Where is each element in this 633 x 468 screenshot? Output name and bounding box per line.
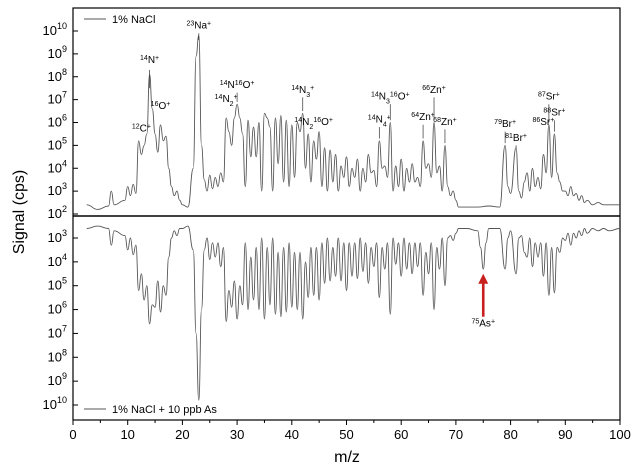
series-line-nacl-as (86, 225, 621, 401)
axes: 0 10 20 30 40 50 60 70 80 90 100 102 103 104 105 106 107… (43, 7, 631, 442)
peak-label: 81Br+ (505, 132, 527, 144)
peak-label: 14N+ (140, 55, 159, 67)
x-tick-label: 50 (339, 427, 353, 442)
peak-label: 14N216O+ (294, 116, 333, 130)
y-tick-label: 106 (48, 113, 67, 130)
x-tick-label: 0 (69, 427, 76, 442)
y-tick-label: 102 (48, 204, 67, 221)
peak-label: 14N3+ (291, 84, 314, 98)
plot-frame (72, 7, 621, 421)
y-tick-label: 107 (48, 90, 67, 107)
x-axis-label: m/z (334, 449, 360, 466)
peak-label: 14N4+ (368, 114, 391, 128)
x-tick-label: 30 (230, 427, 244, 442)
legend: 1% NaCl 1% NaCl + 10 ppb As (84, 14, 217, 416)
x-tick-label: 90 (558, 427, 572, 442)
peak-label: 16O+ (151, 100, 171, 112)
y-tick-label: 108 (48, 347, 67, 364)
y-tick-label: 103 (48, 228, 67, 245)
peak-label: 64Zn+ (411, 112, 435, 124)
y-tick-label: 103 (48, 181, 67, 198)
y-tick-label: 105 (48, 135, 67, 152)
peak-label: 79Br+ (494, 119, 516, 131)
peak-label: 14N16O+ (220, 80, 255, 92)
y-axis-label: Signal (cps) (11, 170, 28, 254)
series-line-nacl (86, 35, 620, 210)
y-tick-label: 109 (48, 44, 67, 61)
arrow-head (478, 273, 489, 284)
series-layer (86, 35, 621, 401)
y-tick-label: 106 (48, 300, 67, 317)
y-tick-label: 107 (48, 323, 67, 340)
x-tick-label: 40 (285, 427, 299, 442)
x-tick-label: 70 (449, 427, 463, 442)
peak-label: 87Sr+ (538, 91, 560, 103)
y-tick-label: 104 (48, 158, 67, 175)
y-tick-label: 1010 (43, 21, 67, 38)
x-tick-label: 60 (394, 427, 408, 442)
legend-nacl-as-label: 1% NaCl + 10 ppb As (112, 404, 217, 416)
y-tick-label: 104 (48, 252, 67, 269)
y-tick-label: 108 (48, 67, 67, 84)
peak-label: 14N2+ (215, 93, 238, 107)
peak-label: 12C+ (132, 123, 151, 135)
annotation-layer: 12C+ 14N+ 16O+ 23Na+ 14N2+14N16O+ 14N3+ 14N216… (132, 20, 565, 329)
peak-label: 14N316O+ (371, 91, 410, 105)
x-tick-label: 100 (609, 427, 631, 442)
legend-nacl-label: 1% NaCl (112, 14, 155, 26)
x-tick-label: 10 (120, 427, 134, 442)
peak-label: 23Na+ (186, 20, 211, 32)
y-tick-label: 109 (48, 371, 67, 388)
x-tick-label: 80 (503, 427, 517, 442)
peak-label: 66Zn+ (422, 84, 446, 96)
peak-label: 86Sr+ (532, 116, 554, 128)
peak-label: 68Zn+ (433, 116, 457, 128)
x-tick-label: 20 (175, 427, 189, 442)
y-tick-label: 1010 (43, 395, 67, 412)
y-tick-label: 105 (48, 276, 67, 293)
peak-label: 75As+ (471, 318, 495, 330)
peak-label: 88Sr+ (543, 107, 565, 119)
